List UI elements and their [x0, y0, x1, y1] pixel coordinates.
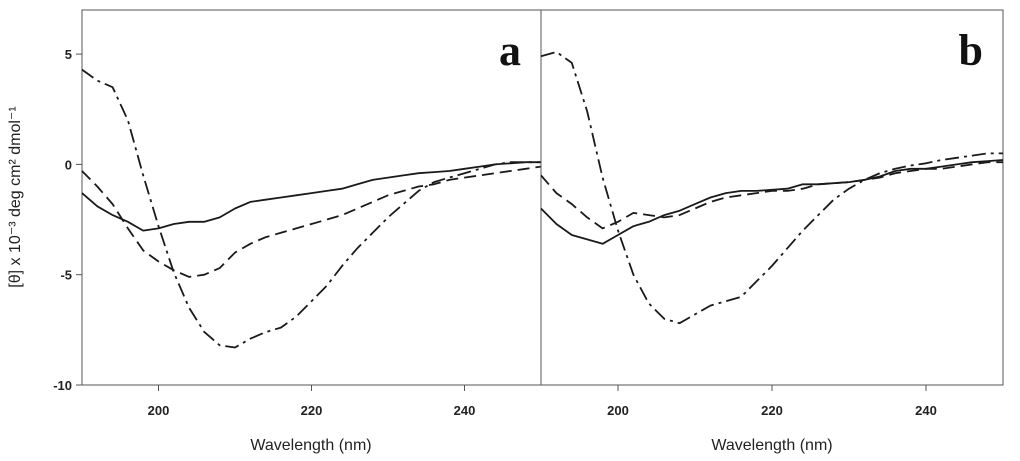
x-tick-label-b: 240 [915, 403, 937, 418]
x-tick-label-b: 220 [761, 403, 783, 418]
plot-frame-b [540, 9, 1004, 386]
x-tick-label-a: 240 [454, 403, 476, 418]
x-tick-label-b: 200 [607, 403, 629, 418]
plot-frame-a [81, 9, 542, 386]
x-tick-label-a: 220 [301, 403, 323, 418]
series-line-dashed-b [540, 161, 1003, 230]
y-tick-label: -5 [60, 268, 72, 283]
series-line-solid-a [81, 161, 541, 232]
x-axis-title-a: Wavelength (nm) [250, 437, 371, 454]
series-line-dash-dot-b [540, 51, 1003, 325]
panel-b: 200 220 240 b [540, 9, 1004, 418]
y-axis-title: [θ] x 10⁻³ deg cm² dmol⁻¹ [7, 106, 24, 287]
panel-label-b: b [959, 26, 983, 75]
panel-a: 200 220 240 5 0 -5 -10 a [53, 9, 542, 418]
y-axis-title-group: [θ] x 10⁻³ deg cm² dmol⁻¹ [7, 106, 24, 287]
y-tick-label: -10 [53, 378, 72, 393]
y-tick-label: 5 [65, 47, 72, 62]
series-line-solid-b [540, 159, 1004, 245]
series-line-dash-dot-a [81, 68, 541, 349]
y-tick-label: 0 [65, 157, 72, 172]
series-line-dashed-a [81, 165, 542, 278]
x-tick-label-a: 200 [148, 403, 170, 418]
x-axis-title-b: Wavelength (nm) [711, 437, 832, 454]
panel-label-a: a [499, 26, 521, 75]
